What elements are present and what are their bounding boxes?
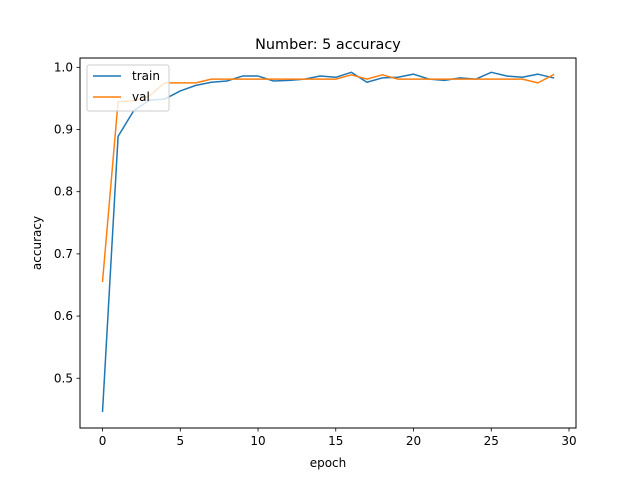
y-tick-label: 1.0	[54, 60, 73, 74]
x-tick-label: 0	[99, 434, 107, 448]
x-tick-label: 20	[406, 434, 421, 448]
x-tick-label: 15	[328, 434, 343, 448]
y-tick-label: 0.8	[54, 185, 73, 199]
x-tick-label: 30	[561, 434, 576, 448]
y-axis-ticks: 0.5 0.6 0.7 0.8 0.9 1.0	[54, 60, 80, 385]
chart-title: Number: 5 accuracy	[255, 37, 401, 53]
legend-label-train: train	[132, 69, 160, 83]
series-line-val	[101, 73, 555, 283]
y-tick-label: 0.5	[54, 371, 73, 385]
y-tick-label: 0.9	[54, 123, 73, 137]
x-axis-ticks: 0 5 10 15 20 25 30	[99, 428, 577, 448]
series-layer	[101, 71, 555, 413]
series-line-train	[101, 71, 555, 413]
x-tick-label: 10	[250, 434, 265, 448]
plot-frame	[79, 57, 577, 429]
y-tick-label: 0.7	[54, 247, 73, 261]
x-tick-label: 25	[484, 434, 499, 448]
legend: train val	[86, 64, 170, 112]
legend-label-val: val	[132, 90, 150, 104]
x-tick-label: 5	[176, 434, 184, 448]
y-tick-label: 0.6	[54, 309, 73, 323]
y-axis-label: accuracy	[30, 216, 44, 270]
x-axis-label: epoch	[310, 456, 347, 470]
